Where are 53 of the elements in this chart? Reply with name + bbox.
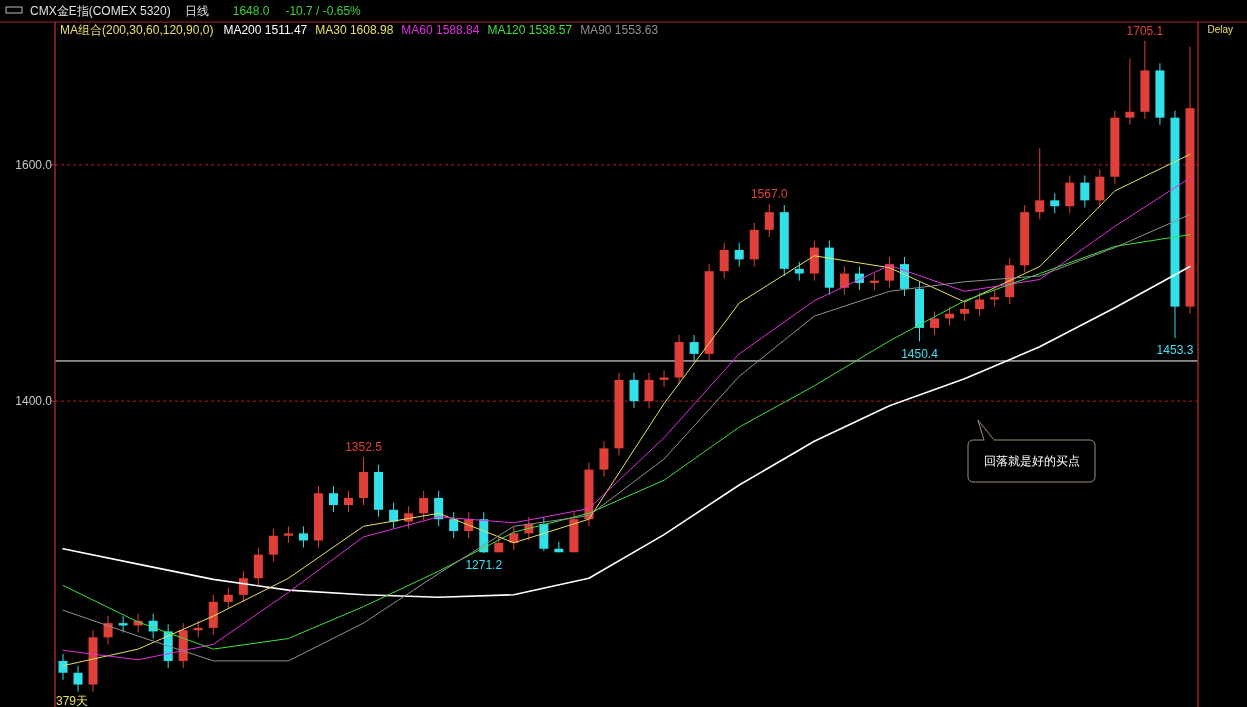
text: MA60 1588.84	[401, 23, 480, 37]
candlestick	[118, 615, 128, 634]
candlestick	[794, 261, 804, 282]
candlestick	[1065, 175, 1075, 214]
candlestick	[298, 525, 308, 549]
candlestick	[1080, 175, 1090, 208]
text: MA120 1538.57	[487, 23, 573, 37]
annotation: 379天	[56, 694, 89, 707]
chart-subtitle: 日线	[184, 4, 209, 18]
candlestick	[1035, 147, 1045, 220]
annotation: 1705.1	[1126, 23, 1164, 38]
candlestick	[629, 372, 639, 409]
candlestick	[73, 665, 83, 693]
candlestick	[58, 653, 68, 681]
annotation: 1453.3	[1156, 343, 1194, 358]
annotation: Delay	[1207, 24, 1233, 35]
text: MA90 1553.63	[580, 23, 659, 37]
candlestick	[238, 570, 248, 603]
candlestick	[839, 265, 849, 296]
candlestick	[389, 502, 399, 530]
candlestick	[1095, 169, 1105, 208]
candlestick	[960, 301, 970, 322]
candlestick	[419, 490, 429, 521]
annotation: 1271.2	[465, 558, 503, 573]
candlestick	[644, 372, 654, 409]
candlestick	[1125, 58, 1135, 126]
text: MA30 1608.98	[315, 23, 394, 37]
candlestick	[659, 369, 669, 388]
candlestick	[1050, 192, 1060, 214]
text: MA200 1511.47	[223, 23, 308, 37]
candlestick	[734, 242, 744, 267]
y-tick-label: 1600.0	[15, 157, 53, 172]
candlestick	[253, 547, 263, 586]
candlestick	[764, 203, 774, 238]
candlestick	[930, 310, 940, 336]
candlestick	[328, 485, 338, 513]
candlestick	[599, 440, 609, 478]
candlestick	[719, 242, 729, 279]
chart-title: CMX金E指(COMEX 5320)	[30, 4, 171, 18]
candlestick	[975, 291, 985, 317]
candlestick	[449, 511, 459, 539]
annotation: 1352.5	[345, 440, 383, 455]
annotation: MA组合(200,30,60,120,90,0)	[60, 23, 214, 37]
text: -10.7 / -0.65%	[285, 4, 362, 18]
annotation: 1450.4	[901, 346, 939, 361]
annotation: 回落就是好的买点	[983, 454, 1080, 468]
y-tick-label: 1400.0	[15, 394, 53, 409]
text: 1648.0	[232, 4, 270, 18]
annotation: 1567.0	[750, 186, 788, 201]
candlestick	[223, 587, 233, 610]
candlestick	[344, 490, 354, 513]
candlestick	[268, 528, 278, 563]
candlestick	[689, 334, 699, 362]
